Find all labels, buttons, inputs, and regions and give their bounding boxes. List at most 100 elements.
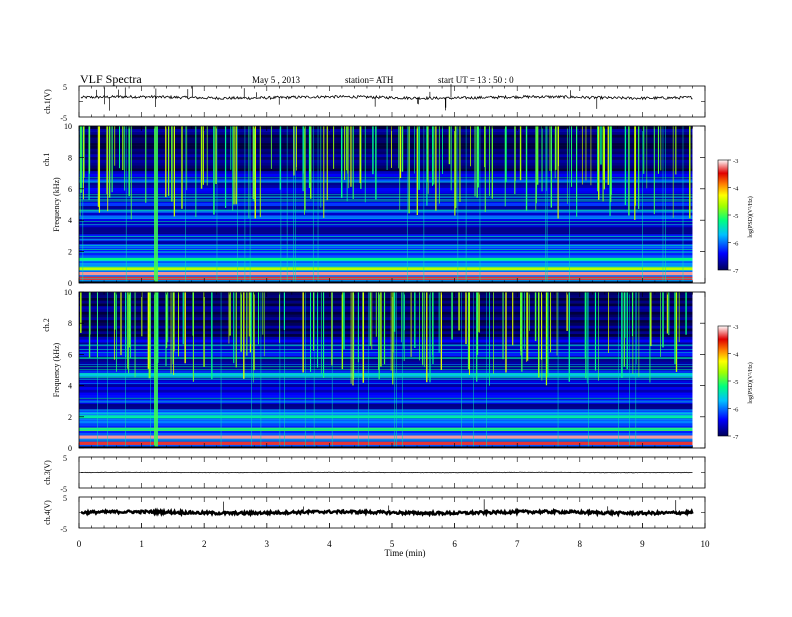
spectrogram-row xyxy=(79,226,693,231)
spectrogram-row xyxy=(79,392,693,396)
colorbar-tick-label: -4 xyxy=(733,186,739,193)
spectrogram-row xyxy=(79,210,693,214)
ch3-waveform-panel: 5 -5 ch.3(V) xyxy=(43,454,706,494)
spectrogram-band xyxy=(79,267,693,271)
channel-label: ch.1 xyxy=(42,153,51,167)
y-tick-label: 2 xyxy=(68,248,72,257)
spectrogram-baseline xyxy=(79,281,693,283)
spectrogram-band xyxy=(79,271,693,276)
spectrogram-band xyxy=(79,415,693,419)
spectrogram-row xyxy=(79,386,693,390)
channel-label: ch.2 xyxy=(42,318,51,332)
spectrogram-row xyxy=(79,403,693,407)
spectrogram-row xyxy=(79,370,693,374)
spectrogram-row xyxy=(79,137,693,141)
y-axis-label: Frequency (kHz) xyxy=(52,342,61,397)
y-tick-label: 4 xyxy=(68,216,72,225)
spectrogram-row xyxy=(79,361,693,365)
spectrogram-row xyxy=(79,358,693,362)
x-tick-label: 2 xyxy=(202,539,207,549)
y-tick-label: -5 xyxy=(60,485,67,494)
spectrogram-row xyxy=(79,308,693,312)
y-tick-label: 10 xyxy=(64,122,72,131)
colorbar-label: log(PSD)(V²/Hz) xyxy=(747,362,754,403)
spectrogram-row xyxy=(79,162,693,166)
spectrogram-row xyxy=(79,198,693,202)
spectrogram-row xyxy=(79,154,693,158)
spectrogram-row xyxy=(79,322,693,326)
x-tick-label: 4 xyxy=(327,539,332,549)
x-tick-label: 6 xyxy=(452,539,457,549)
ch1-spectrogram-panel: 0 2 4 6 8 10 ch.1 Frequency (kHz) xyxy=(42,122,706,288)
colorbar-label: log(PSD)(V²/Hz) xyxy=(747,196,754,237)
y-tick-label: 0 xyxy=(68,444,72,453)
header-start-time: start UT = 13 : 50 : 0 xyxy=(438,75,514,85)
y-tick-label: 2 xyxy=(68,413,72,422)
y-tick-label: 5 xyxy=(63,454,67,463)
spectrogram-row xyxy=(79,148,693,152)
spectrogram-row xyxy=(79,333,693,337)
spectrogram-row xyxy=(79,420,693,424)
y-tick-label: -5 xyxy=(60,525,67,534)
spectrogram-row xyxy=(79,221,693,225)
spectrogram-row xyxy=(79,417,693,421)
spectrogram-row xyxy=(79,159,693,163)
spectrogram-row xyxy=(79,173,693,177)
spectrogram-row xyxy=(79,297,693,301)
y-axis-label: ch.4(V) xyxy=(43,500,52,525)
spectrogram-row xyxy=(79,311,693,315)
ch1-waveform-panel: 5 -5 ch.1(V) xyxy=(43,83,706,123)
spectrogram-row xyxy=(79,134,693,138)
spectrogram-row xyxy=(79,381,693,385)
x-tick-label: 8 xyxy=(578,539,583,549)
spectrogram-row xyxy=(79,252,693,256)
colorbar-tick-label: -3 xyxy=(733,158,738,165)
x-tick-label: 10 xyxy=(701,539,711,549)
spectrogram-row xyxy=(79,187,693,191)
colorbar-scale xyxy=(717,159,729,271)
spectrogram-row xyxy=(79,344,693,349)
spectrogram-row xyxy=(79,425,693,429)
spectrogram-baseline xyxy=(79,446,693,448)
spectrogram-row xyxy=(79,397,693,401)
spectrogram-row xyxy=(79,190,693,194)
spectrogram-row xyxy=(79,145,693,149)
spectrogram-row xyxy=(79,303,693,307)
colorbar-tick-label: -6 xyxy=(733,241,739,248)
colorbar-tick-label: -7 xyxy=(733,434,739,441)
spectrogram-row xyxy=(79,314,693,318)
spectrogram-row xyxy=(79,422,693,427)
spectrogram-gap xyxy=(692,126,705,283)
figure-title: VLF Spectra xyxy=(80,72,142,86)
spectrogram-row xyxy=(79,182,693,186)
spectrogram-row xyxy=(79,378,693,382)
y-tick-label: 10 xyxy=(64,288,72,297)
spectrogram-row xyxy=(79,240,693,245)
spectrogram-band xyxy=(79,399,693,403)
y-tick-label: 5 xyxy=(63,83,67,92)
spectrogram-band xyxy=(79,373,693,377)
spectrogram-row xyxy=(79,300,693,304)
y-tick-label: 8 xyxy=(68,153,72,162)
spectrogram-row xyxy=(79,395,693,399)
x-tick-label: 9 xyxy=(640,539,645,549)
y-tick-label: 0 xyxy=(68,279,72,288)
spectrogram-gap xyxy=(692,292,705,448)
header-station: station= ATH xyxy=(345,75,394,85)
waveform-trace xyxy=(80,471,693,474)
colorbar-tick-label: -5 xyxy=(733,213,738,220)
spectrogram-row xyxy=(79,224,693,228)
spectrogram-row xyxy=(79,431,693,435)
spectrogram-row xyxy=(79,168,693,172)
spectrogram-row xyxy=(79,165,693,169)
ch2-spectrogram-panel: 0 2 4 6 8 10 ch.2 Frequency (kHz) xyxy=(42,288,706,453)
spectrogram-row xyxy=(79,328,693,332)
spectrogram-row xyxy=(79,339,693,343)
spectrogram-row xyxy=(79,254,693,259)
waveform-trace xyxy=(80,94,693,101)
x-tick-label: 0 xyxy=(77,539,82,549)
spectrogram-row xyxy=(79,128,693,132)
spectrogram-row xyxy=(79,336,693,340)
x-tick-label: 7 xyxy=(515,539,520,549)
